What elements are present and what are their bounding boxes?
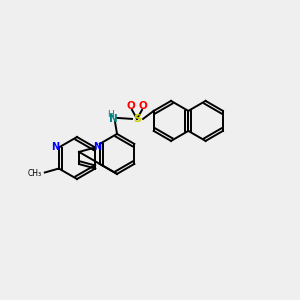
Text: O: O xyxy=(127,101,135,111)
Text: O: O xyxy=(139,101,147,111)
Text: H: H xyxy=(106,110,113,119)
Text: N: N xyxy=(93,142,101,152)
Text: S: S xyxy=(133,114,141,124)
Text: N: N xyxy=(51,142,59,152)
Text: N: N xyxy=(109,114,117,124)
Text: CH₃: CH₃ xyxy=(28,169,42,178)
